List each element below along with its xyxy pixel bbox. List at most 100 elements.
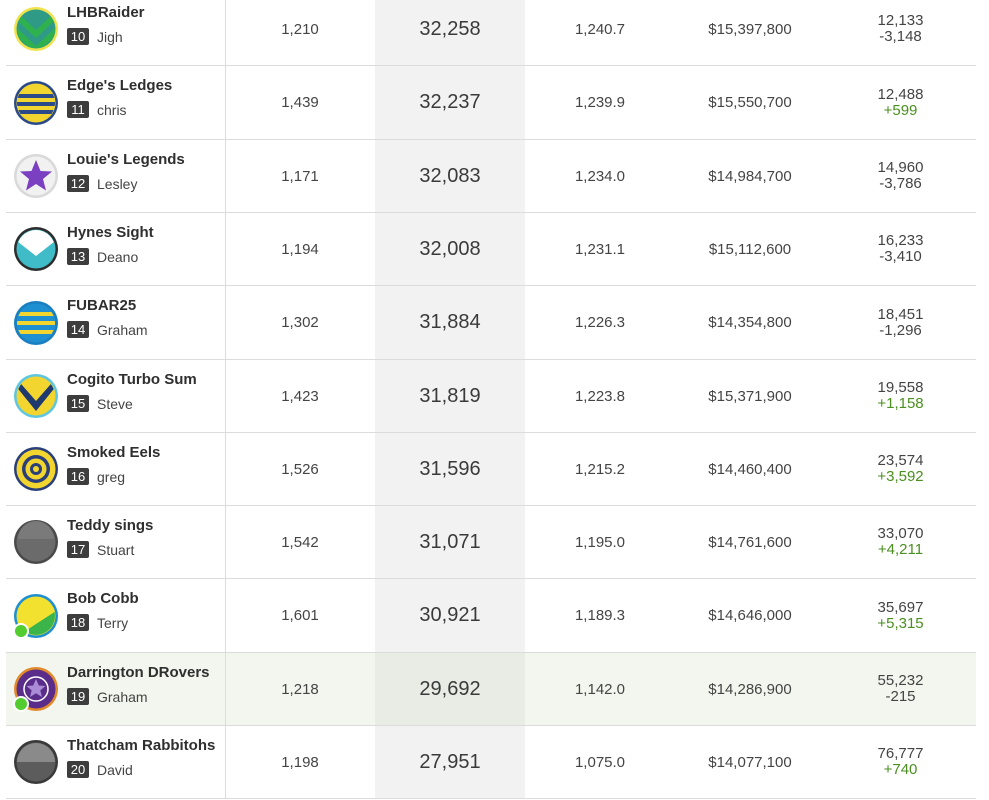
team-value-cell: $14,077,100 [708, 753, 792, 771]
owner-line: 12 Lesley [67, 175, 185, 192]
online-status-dot [13, 622, 29, 639]
overall-rank: 14,960 [877, 159, 924, 176]
team-name[interactable]: LHBRaider [67, 4, 145, 21]
team-name[interactable]: FUBAR25 [67, 297, 137, 314]
table-row[interactable]: Smoked Eels 16 greg 1,526 31,596 1,215.2 $14,4… [6, 433, 976, 506]
overall-rank-cell: 14,960 -3,786 [825, 140, 976, 212]
team-name[interactable]: Smoked Eels [67, 444, 161, 461]
team-info: Teddy sings 17 Stuart [67, 517, 153, 558]
average-cell: 1,240.7 [574, 20, 626, 38]
points-cell: 32,008 [375, 213, 525, 285]
table-row[interactable]: Teddy sings 17 Stuart 1,542 31,071 1,195.0 $14… [6, 506, 976, 579]
team-cell[interactable]: Louie's Legends 12 Lesley [6, 140, 226, 212]
position-badge: 20 [67, 761, 89, 778]
average-cell: 1,195.0 [574, 533, 626, 551]
table-row[interactable]: Cogito Turbo Sum 15 Steve 1,423 31,819 1,223.… [6, 360, 976, 433]
points-cell: 32,237 [375, 66, 525, 139]
table-row[interactable]: Thatcham Rabbitohs 20 David 1,198 27,951 1,07… [6, 726, 976, 799]
owner-name: Deano [97, 248, 139, 265]
owner-line: 10 Jigh [67, 28, 145, 45]
rank-change: +740 [883, 761, 918, 778]
average-cell: 1,226.3 [574, 314, 626, 331]
games-cell: 1,302 [281, 314, 319, 331]
overall-rank: 76,777 [877, 745, 924, 762]
team-value-cell: $14,286,900 [708, 680, 792, 698]
average-cell: 1,075.0 [574, 753, 626, 771]
games-cell: 1,423 [281, 387, 319, 405]
average-cell: 1,231.1 [574, 240, 626, 258]
team-name[interactable]: Bob Cobb [67, 590, 139, 607]
games-cell: 1,526 [281, 460, 319, 478]
team-info: Bob Cobb 18 Terry [67, 590, 139, 631]
team-cell[interactable]: Hynes Sight 13 Deano [6, 213, 226, 285]
owner-line: 18 Terry [67, 614, 139, 631]
grey-half-icon [13, 739, 59, 785]
team-name[interactable]: Darrington DRovers [67, 664, 210, 681]
rank-change: -3,786 [879, 175, 922, 192]
team-name[interactable]: Cogito Turbo Sum [67, 371, 197, 388]
team-name[interactable]: Thatcham Rabbitohs [67, 737, 216, 754]
overall-rank-cell: 33,070 +4,211 [825, 506, 976, 578]
points-cell: 32,258 [375, 0, 525, 65]
position-badge: 12 [67, 175, 89, 192]
position-badge: 19 [67, 688, 89, 705]
position-badge: 13 [67, 248, 89, 265]
games-cell: 1,171 [281, 167, 319, 185]
team-info: Louie's Legends 12 Lesley [67, 151, 185, 192]
purple-star-icon [13, 153, 59, 199]
team-cell[interactable]: Smoked Eels 16 greg [6, 433, 226, 505]
rank-change: +599 [883, 101, 918, 119]
team-name[interactable]: Hynes Sight [67, 224, 154, 241]
team-cell[interactable]: Cogito Turbo Sum 15 Steve [6, 360, 226, 432]
table-row[interactable]: LHBRaider 10 Jigh 1,210 32,258 1,240.7 $15,397… [6, 0, 976, 66]
team-value-cell: $14,460,400 [708, 460, 792, 478]
team-cell[interactable]: LHBRaider 10 Jigh [6, 0, 226, 65]
overall-rank-cell: 12,488 +599 [825, 66, 976, 139]
points-cell: 31,596 [375, 433, 525, 505]
team-cell[interactable]: Teddy sings 17 Stuart [6, 506, 226, 578]
average-cell: 1,223.8 [574, 387, 626, 405]
position-badge: 15 [67, 395, 89, 412]
average-cell: 1,215.2 [574, 460, 626, 478]
overall-rank: 12,133 [877, 12, 924, 29]
team-name[interactable]: Edge's Ledges [67, 77, 173, 94]
team-name[interactable]: Louie's Legends [67, 151, 185, 168]
owner-line: 11 chris [67, 101, 172, 118]
overall-rank: 35,697 [877, 598, 924, 616]
owner-name: David [97, 761, 133, 778]
owner-name: Jigh [97, 28, 123, 45]
owner-line: 17 Stuart [67, 541, 153, 558]
team-info: Hynes Sight 13 Deano [67, 224, 154, 265]
table-row[interactable]: Louie's Legends 12 Lesley 1,171 32,083 1,234.… [6, 140, 976, 213]
table-row[interactable]: Darrington DRovers 19 Graham 1,218 29,692 1,1… [6, 653, 976, 726]
overall-rank-cell: 55,232 -215 [825, 653, 976, 725]
team-value-cell: $15,550,700 [708, 94, 792, 111]
position-badge: 16 [67, 468, 89, 485]
points-cell: 30,921 [375, 579, 525, 652]
table-row[interactable]: FUBAR25 14 Graham 1,302 31,884 1,226.3 $14,354… [6, 286, 976, 360]
table-row[interactable]: Hynes Sight 13 Deano 1,194 32,008 1,231.1 $15,… [6, 213, 976, 286]
team-value-cell: $14,984,700 [708, 167, 792, 185]
team-cell[interactable]: Edge's Ledges 11 chris [6, 66, 226, 139]
team-cell[interactable]: Thatcham Rabbitohs 20 David [6, 726, 226, 798]
team-name[interactable]: Teddy sings [67, 517, 154, 534]
overall-rank: 18,451 [877, 305, 924, 323]
table-row[interactable]: Edge's Ledges 11 chris 1,439 32,237 1,239.9 $1… [6, 66, 976, 140]
average-cell: 1,239.9 [574, 94, 626, 111]
yellow-target-icon [13, 446, 59, 492]
games-cell: 1,194 [281, 240, 319, 258]
team-cell[interactable]: FUBAR25 14 Graham [6, 286, 226, 359]
position-badge: 11 [67, 101, 89, 118]
team-cell[interactable]: Bob Cobb 18 Terry [6, 579, 226, 652]
average-cell: 1,234.0 [574, 167, 626, 185]
cyan-vee-icon [13, 226, 59, 272]
yellow-navy-chevron-icon [13, 373, 59, 419]
games-cell: 1,542 [281, 533, 319, 551]
owner-name: Steve [97, 395, 133, 412]
overall-rank-cell: 23,574 +3,592 [825, 433, 976, 505]
table-row[interactable]: Bob Cobb 18 Terry 1,601 30,921 1,189.3 $14,646… [6, 579, 976, 653]
team-cell[interactable]: Darrington DRovers 19 Graham [6, 653, 226, 725]
points-cell: 31,071 [375, 506, 525, 578]
owner-line: 19 Graham [67, 688, 210, 705]
